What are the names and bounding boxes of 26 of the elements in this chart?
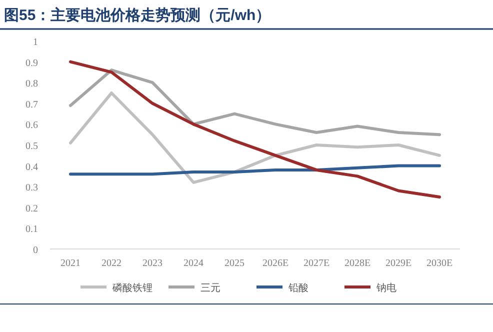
x-tick-label: 2029E <box>385 258 412 269</box>
y-tick-label: 0.3 <box>26 182 38 194</box>
legend-label: 铅酸 <box>288 282 308 294</box>
y-tick-label: 0.5 <box>26 141 38 152</box>
y-tick-label: 0.4 <box>26 162 38 173</box>
y-tick-label: 0.6 <box>26 120 38 132</box>
x-tick-label: 2022 <box>102 258 122 269</box>
x-tick-label: 2026E <box>262 258 289 269</box>
y-tick-label: 0.8 <box>26 78 38 90</box>
x-tick-label: 2027E <box>303 258 330 269</box>
x-tick-label: 2030E <box>426 258 453 269</box>
title: 图55：主要电池价格走势预测（元/wh） <box>4 7 271 24</box>
x-tick-label: 2023 <box>142 258 162 269</box>
x-tick-label: 2028E <box>344 258 371 269</box>
y-tick-label: 0.9 <box>26 58 38 69</box>
legend-label: 钠电 <box>376 282 396 294</box>
x-tick-label: 2024 <box>184 258 204 269</box>
y-tick-label: 0.1 <box>26 224 38 236</box>
legend-label: 三元 <box>200 283 220 294</box>
y-tick-label: 0.2 <box>26 203 38 214</box>
legend-label: 磷酸铁锂 <box>112 282 152 294</box>
y-tick-label: 0.7 <box>26 99 38 110</box>
x-tick-label: 2025 <box>224 258 244 269</box>
y-tick-label: 1 <box>33 37 38 48</box>
x-tick-label: 2021 <box>60 258 80 269</box>
y-tick-label: 0 <box>33 245 38 256</box>
